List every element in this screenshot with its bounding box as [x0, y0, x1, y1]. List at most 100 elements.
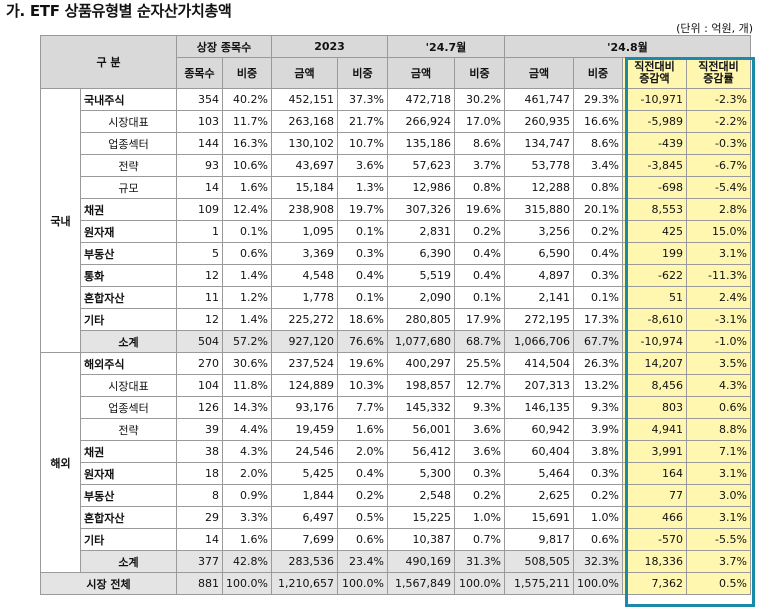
region-domestic: 국내 [40, 88, 81, 353]
table-row: 혼합자산 29 3.3% 6,497 0.5% 15,225 1.0% 15,691 1.0% 4… [41, 506, 751, 529]
table-cell: 164 [621, 462, 687, 485]
table-cell: 2,090 [387, 286, 455, 309]
header-count: 종목수 [176, 57, 223, 89]
table-cell: 1,778 [271, 286, 338, 309]
table-cell: 1,575,211 [504, 572, 574, 595]
table-cell: 4,548 [271, 264, 338, 287]
table-cell: 2,625 [504, 484, 574, 507]
table-cell: 0.1% [454, 286, 505, 309]
table-cell: 3.5% [685, 352, 751, 375]
table-cell: 2,548 [387, 484, 455, 507]
table-cell: 452,151 [271, 88, 338, 111]
table-cell: 315,880 [504, 198, 574, 221]
table-cell: 1,844 [271, 484, 338, 507]
table-cell: -5.5% [685, 528, 751, 551]
table-cell: 8.8% [685, 418, 751, 441]
table-cell: 3,369 [271, 242, 338, 265]
table-cell: 93,176 [271, 396, 338, 419]
table-cell: -5.4% [685, 176, 751, 199]
header-amount: 금액 [271, 57, 338, 89]
table-cell: 1.2% [222, 286, 272, 309]
table-cell: 1,210,657 [271, 572, 338, 595]
table-cell: 15,691 [504, 506, 574, 529]
table-cell: 8 [176, 484, 223, 507]
table-cell: 100.0% [573, 572, 623, 595]
table-row: 기타 12 1.4% 225,272 18.6% 280,805 17.9% 272,195 1… [41, 308, 751, 331]
table-cell: 881 [176, 572, 223, 595]
row-label: 해외주식 [80, 352, 177, 375]
table-cell: 23.4% [337, 550, 388, 573]
table-cell: 126 [176, 396, 223, 419]
table-cell: 6,590 [504, 242, 574, 265]
table-cell: 68.7% [454, 330, 505, 353]
table-cell: 504 [176, 330, 223, 353]
table-cell: 4,897 [504, 264, 574, 287]
table-cell: 3.3% [222, 506, 272, 529]
table-cell: 1,095 [271, 220, 338, 243]
page-title: 가. ETF 상품유형별 순자산가치총액 [6, 2, 232, 20]
table-cell: 3.1% [685, 462, 751, 485]
header-amount: 금액 [387, 57, 455, 89]
table-cell: 60,942 [504, 418, 574, 441]
table-cell: 100.0% [337, 572, 388, 595]
table-cell: 6,497 [271, 506, 338, 529]
table-cell: 0.5% [685, 572, 751, 595]
table-cell: 145,332 [387, 396, 455, 419]
table-row: 업종섹터 144 16.3% 130,102 10.7% 135,186 8.6% 134,7… [41, 132, 751, 155]
table-row: 국내 국내주식 354 40.2% 452,151 37.3% 472,718 30.2% 46… [40, 88, 751, 353]
row-label: 원자재 [80, 462, 177, 485]
table-cell: -698 [621, 176, 687, 199]
table-cell: 19.7% [337, 198, 388, 221]
table-cell: 0.6% [685, 396, 751, 419]
table-row: 혼합자산 11 1.2% 1,778 0.1% 2,090 0.1% 2,141 0.1% 51 2… [41, 286, 751, 309]
table-cell: 19.6% [454, 198, 505, 221]
etf-table: 구 분 상장 종목수 2023'24.7월 '24.8월 종목수 비중 금액 비중 금액 비중 금액… [40, 35, 751, 595]
table-row: 해외 해외주식 270 30.6% 237,524 19.6% 400,297 25.5% 41… [40, 352, 751, 573]
table-cell: 12,288 [504, 176, 574, 199]
table-cell: 77 [621, 484, 687, 507]
table-cell: 32.3% [573, 550, 623, 573]
table-cell: 93 [176, 154, 223, 177]
table-cell: 0.8% [573, 176, 623, 199]
row-label: 전략 [80, 418, 177, 441]
table-cell: 19,459 [271, 418, 338, 441]
table-cell: 272,195 [504, 308, 574, 331]
row-label: 국내주식 [80, 88, 177, 111]
table-cell: 0.7% [454, 528, 505, 551]
table-cell: 100.0% [222, 572, 272, 595]
table-cell: 270 [176, 352, 223, 375]
table-cell: 20.1% [573, 198, 623, 221]
table-cell: 7,362 [621, 572, 687, 595]
table-cell: 3.1% [685, 506, 751, 529]
table-cell: 12 [176, 308, 223, 331]
table-cell: 0.8% [454, 176, 505, 199]
table-cell: 2,141 [504, 286, 574, 309]
table-cell: 0.2% [573, 220, 623, 243]
table-cell: 1.3% [337, 176, 388, 199]
table-cell: 56,412 [387, 440, 455, 463]
row-label: 원자재 [80, 220, 177, 243]
table-cell: -2.2% [685, 110, 751, 133]
table-cell: 8,456 [621, 374, 687, 397]
table-cell: 307,326 [387, 198, 455, 221]
row-label: 규모 [80, 176, 177, 199]
table-cell: 0.1% [337, 220, 388, 243]
table-cell: 225,272 [271, 308, 338, 331]
table-cell: 53,778 [504, 154, 574, 177]
table-cell: 21.7% [337, 110, 388, 133]
table-cell: 1,066,706 [504, 330, 574, 353]
table-cell: 30.6% [222, 352, 272, 375]
table-cell: 0.9% [222, 484, 272, 507]
table-cell: 198,857 [387, 374, 455, 397]
table-cell: 100.0% [454, 572, 505, 595]
header-amount: 금액 [504, 57, 574, 89]
table-cell: 51 [621, 286, 687, 309]
row-label: 혼합자산 [80, 506, 177, 529]
row-label: 기타 [80, 308, 177, 331]
table-cell: 0.4% [573, 242, 623, 265]
table-cell: 5,464 [504, 462, 574, 485]
table-row: 기타 14 1.6% 7,699 0.6% 10,387 0.7% 9,817 0.6% -570… [41, 528, 751, 551]
table-cell: 12.7% [454, 374, 505, 397]
row-label: 시장대표 [80, 374, 177, 397]
table-cell: 3,256 [504, 220, 574, 243]
